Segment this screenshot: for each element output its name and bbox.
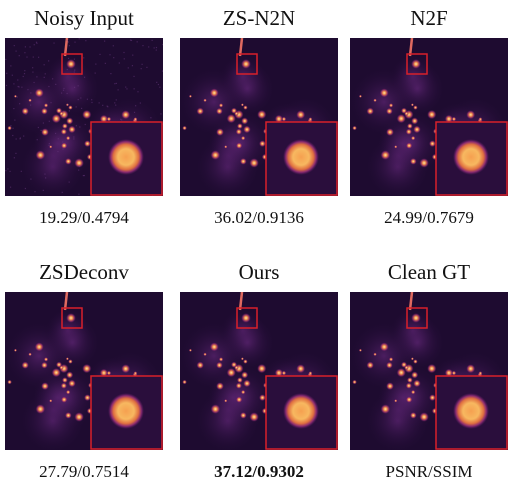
microscopy-image <box>5 38 164 198</box>
metric: 37.12/0.9302 <box>214 462 304 481</box>
panel-title: ZSDeconv <box>39 260 129 284</box>
metric: PSNR/SSIM <box>386 462 473 481</box>
panel-title: Ours <box>239 260 280 284</box>
panel-title: N2F <box>410 6 447 30</box>
panel-title: Noisy Input <box>34 6 134 30</box>
metric: 27.79/0.7514 <box>39 462 129 481</box>
figure: Noisy Input 19.29/0.4794 ZS-N2N 36.02/0.913… <box>0 0 508 486</box>
microscopy-image <box>350 292 508 452</box>
panel-title: ZS-N2N <box>223 6 295 30</box>
metric: 24.99/0.7679 <box>384 208 474 227</box>
microscopy-image <box>180 38 338 198</box>
panel-title: Clean GT <box>388 260 470 284</box>
microscopy-image <box>5 292 163 452</box>
microscopy-image <box>350 38 508 198</box>
metric: 36.02/0.9136 <box>214 208 304 227</box>
metric: 19.29/0.4794 <box>39 208 129 227</box>
microscopy-image <box>180 292 338 452</box>
